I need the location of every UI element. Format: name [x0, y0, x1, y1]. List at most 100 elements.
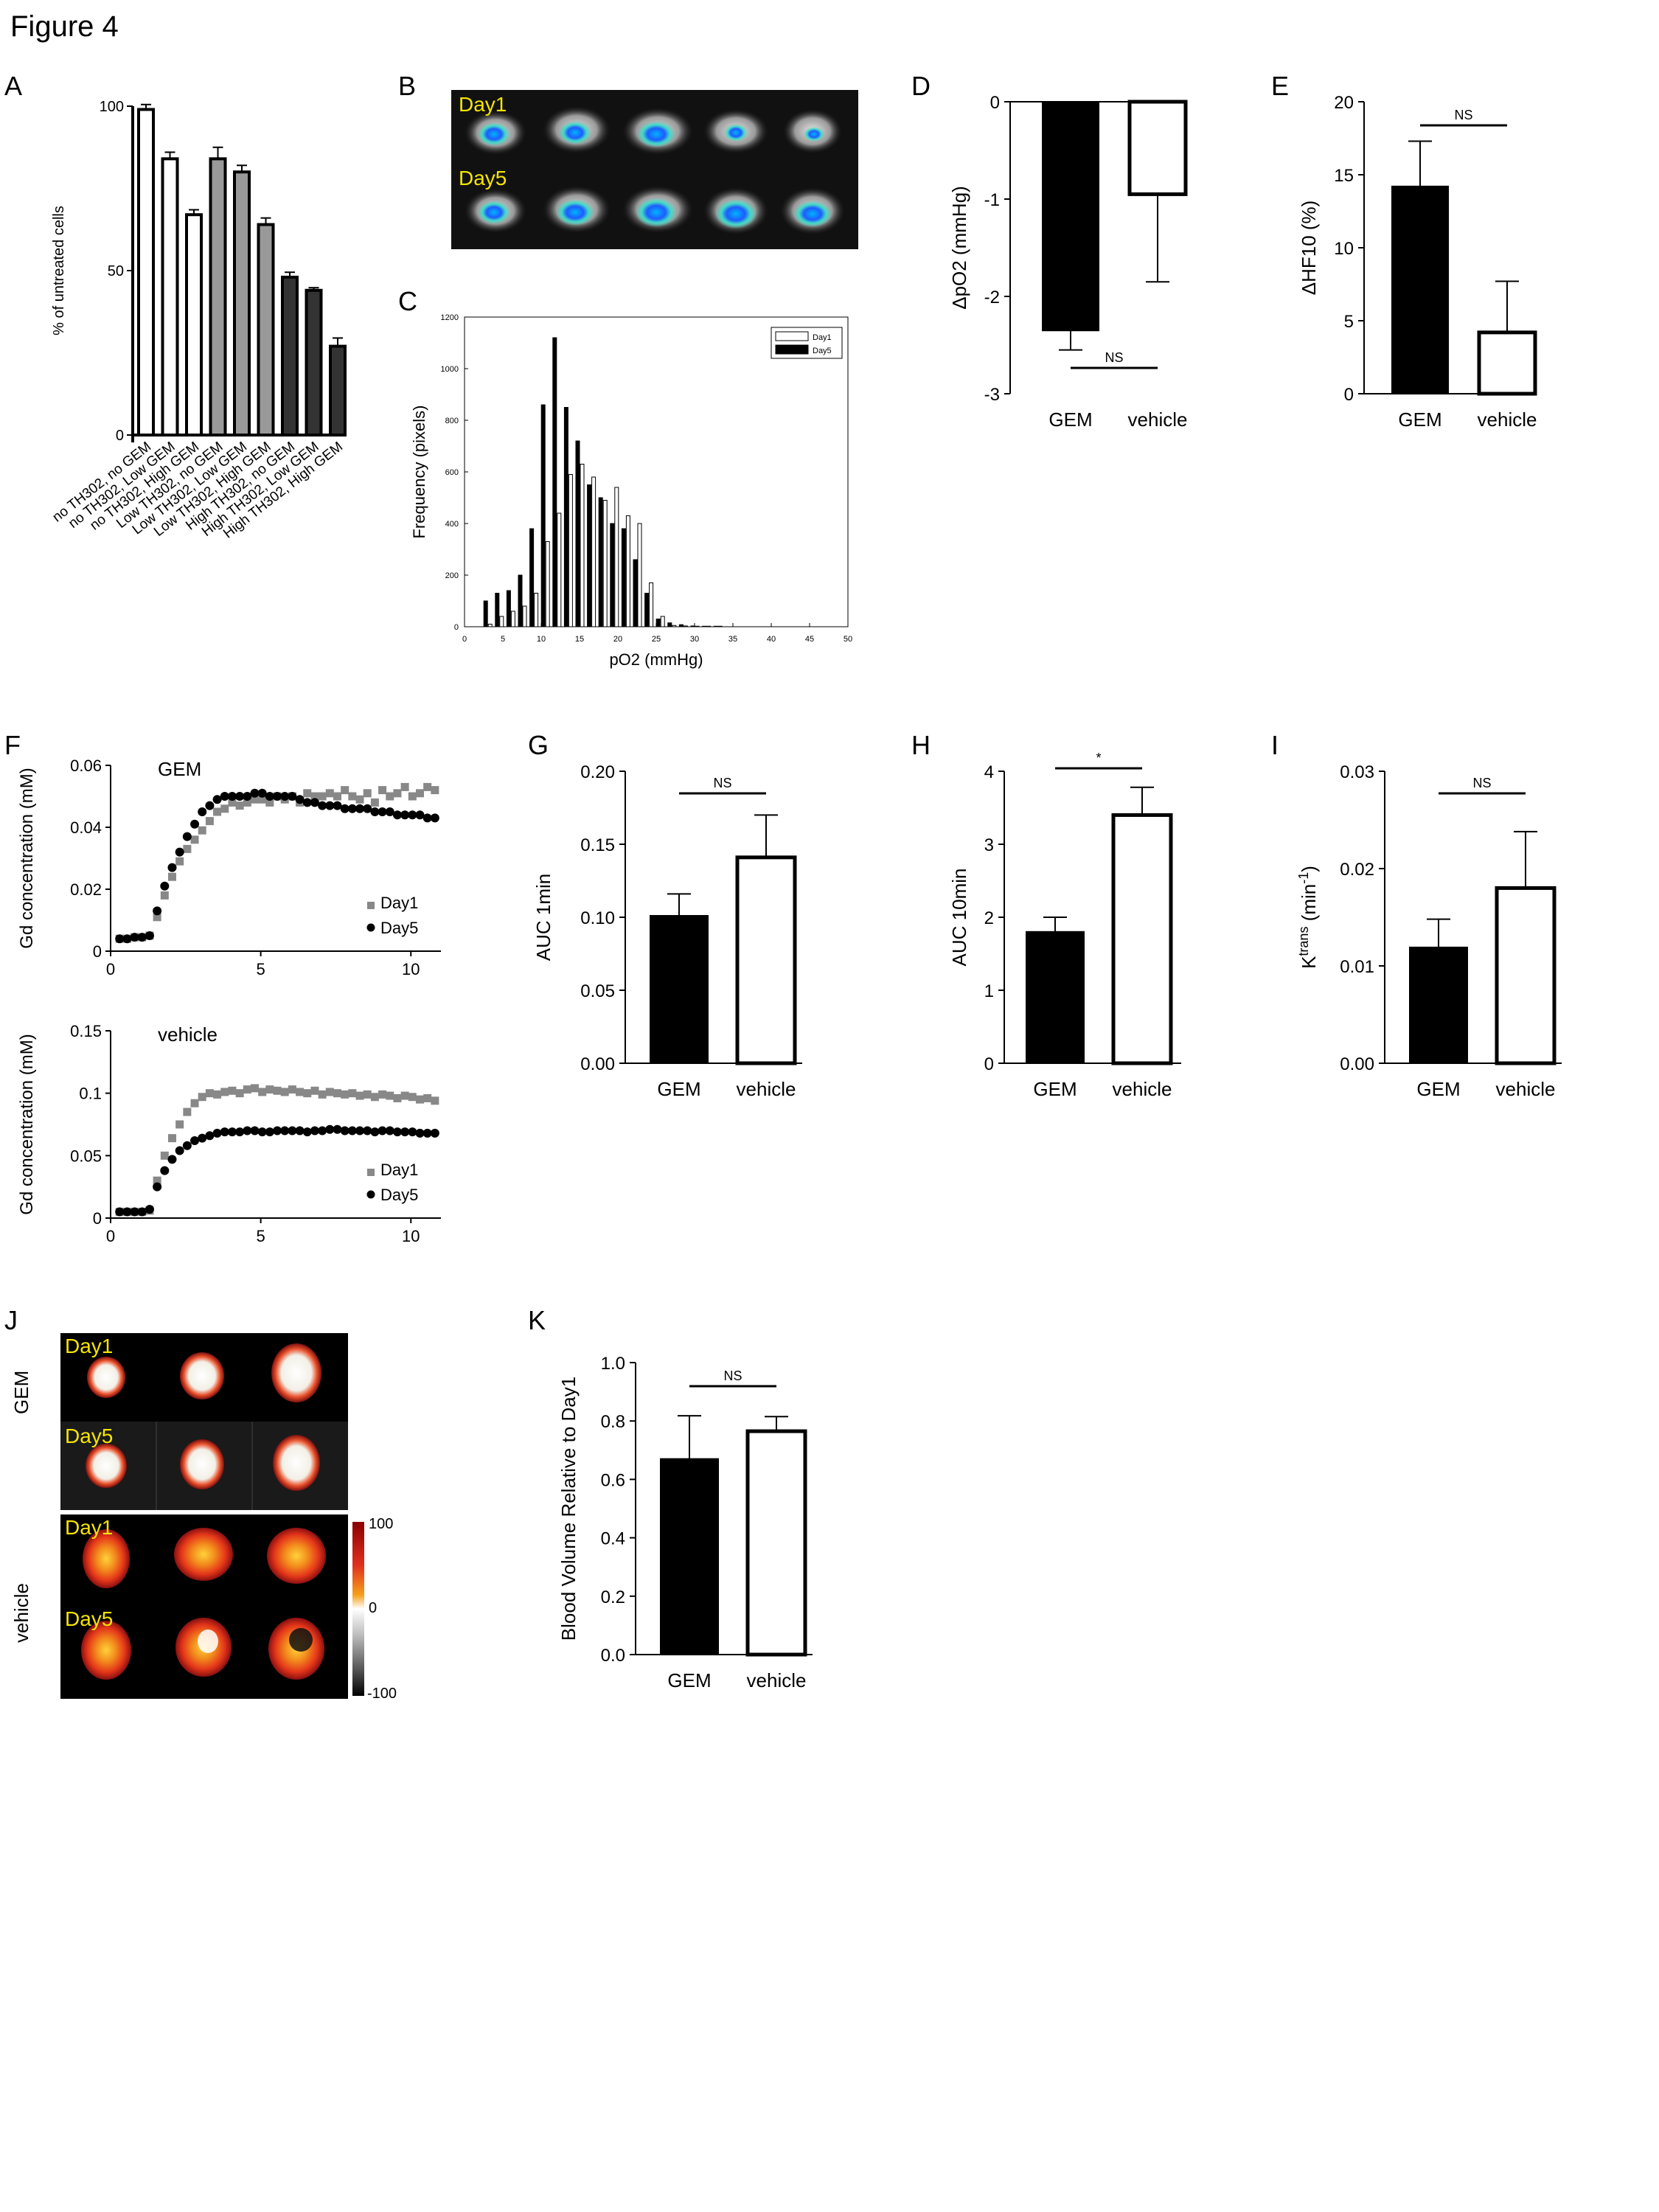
point-day1: [400, 1091, 409, 1100]
point-day1: [310, 792, 319, 801]
point-day1: [415, 789, 424, 798]
y-tick-label: 0.6: [601, 1470, 625, 1490]
point-day1: [431, 1096, 439, 1105]
bar-vehicle: [1111, 813, 1173, 1065]
y-tick-label: 5: [1344, 312, 1354, 332]
point-day5: [257, 1127, 267, 1137]
bar-vehicle: [735, 855, 797, 1065]
y-tick-label: 0.15: [70, 1022, 102, 1040]
point-day1: [213, 807, 222, 816]
significance-label: *: [1096, 751, 1101, 765]
point-day5: [400, 1127, 410, 1137]
legend-swatch-day1: [367, 1169, 375, 1176]
point-day5: [190, 819, 200, 829]
y-tick-label: 15: [1334, 166, 1354, 186]
point-day5: [318, 1126, 327, 1135]
bar-day1: [580, 464, 585, 627]
y-axis-label: Blood Volume Relative to Day1: [557, 1377, 580, 1641]
panel-letter-d: D: [911, 71, 931, 101]
x-tick-label: 45: [805, 635, 814, 644]
x-tick-label: 10: [402, 960, 420, 978]
point-day5: [257, 788, 267, 798]
bar-day5: [563, 407, 568, 627]
y-tick-label: 0: [990, 93, 1000, 113]
y-tick-label: 0.02: [1340, 860, 1374, 880]
x-tick-label: 5: [257, 1227, 265, 1245]
legend-swatch-day5: [366, 923, 375, 932]
y-tick-label: 0: [116, 428, 124, 444]
point-day1: [423, 1093, 432, 1102]
point-day5: [430, 1128, 439, 1138]
y-tick-label: 0.00: [580, 1054, 615, 1074]
y-tick-label: 0.15: [580, 835, 615, 855]
point-day5: [400, 810, 410, 820]
x-tick-label: 35: [728, 635, 737, 644]
bar-day5: [702, 625, 707, 627]
point-day5: [415, 810, 425, 820]
point-day5: [378, 807, 387, 816]
bar-day1: [706, 625, 712, 627]
panel-letter-j: J: [4, 1305, 18, 1335]
point-day1: [400, 782, 409, 791]
y-tick-label: 0.10: [580, 908, 615, 928]
bar-day1: [637, 523, 642, 627]
point-day5: [122, 1207, 132, 1217]
y-tick-label: 400: [445, 520, 459, 529]
category-label: vehicle: [1496, 1078, 1556, 1100]
y-tick-label: -2: [984, 288, 1000, 307]
point-day1: [190, 835, 199, 844]
point-day1: [273, 1086, 282, 1095]
point-day1: [408, 792, 417, 801]
j-vehicle-label-day5: Day5: [65, 1607, 114, 1630]
point-day5: [243, 1126, 252, 1135]
point-day1: [378, 786, 387, 795]
point-day5: [227, 1127, 237, 1137]
point-day5: [182, 832, 192, 841]
x-tick-label: 10: [402, 1227, 420, 1245]
x-tick-label: 0: [106, 960, 115, 978]
j-gem-label-day1: Day1: [65, 1335, 114, 1357]
point-day5: [408, 810, 417, 820]
panel-letter-e: E: [1271, 71, 1290, 101]
point-day5: [160, 881, 170, 891]
point-day5: [153, 906, 162, 916]
point-day1: [333, 1089, 341, 1098]
point-day5: [280, 1126, 290, 1135]
bar-day5: [713, 625, 718, 627]
category-label: GEM: [667, 1669, 711, 1691]
point-day5: [318, 801, 327, 810]
point-day5: [115, 1207, 125, 1217]
point-day1: [265, 798, 274, 807]
point-day5: [333, 1124, 342, 1134]
point-day5: [385, 807, 394, 816]
b-tumor-images: [465, 106, 845, 234]
j-figure: GEM vehicle: [10, 1333, 398, 1717]
category-label: vehicle: [1113, 1078, 1172, 1100]
y-tick-label: 1000: [441, 365, 459, 374]
point-day1: [228, 1086, 237, 1095]
panel-letter-i: I: [1271, 730, 1279, 760]
point-day5: [333, 801, 342, 810]
point-day5: [288, 1126, 297, 1135]
point-day5: [347, 804, 357, 813]
panel-letter-c: C: [398, 286, 417, 316]
point-day1: [423, 782, 432, 791]
point-day1: [183, 844, 192, 853]
x-tick-label: 5: [257, 960, 265, 978]
point-day1: [183, 1107, 192, 1116]
bar-day1: [522, 605, 527, 627]
y-tick-label: 0: [454, 623, 459, 632]
b-label-day5: Day5: [459, 167, 507, 189]
y-tick-label: 1.0: [601, 1354, 625, 1374]
point-day5: [250, 788, 260, 798]
point-day1: [160, 891, 169, 900]
plot-title: GEM: [158, 758, 201, 780]
bar-day5: [518, 574, 523, 627]
bar-vehicle: [1495, 886, 1557, 1065]
point-day1: [370, 1093, 379, 1102]
point-day5: [265, 792, 274, 801]
x-tick-label: 5: [501, 635, 505, 644]
point-day5: [302, 798, 312, 807]
point-day5: [167, 1155, 177, 1164]
point-day5: [310, 1126, 319, 1135]
